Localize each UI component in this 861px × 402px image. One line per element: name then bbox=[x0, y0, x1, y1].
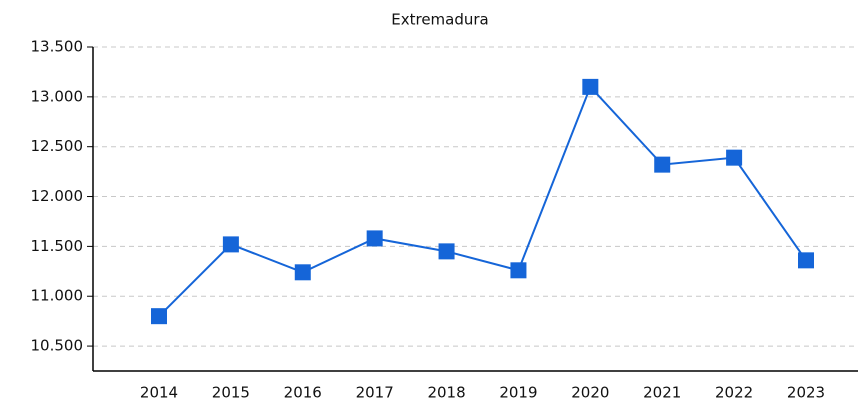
x-tick-label: 2015 bbox=[212, 384, 250, 402]
marker bbox=[726, 149, 743, 166]
x-tick-label: 2021 bbox=[643, 384, 681, 402]
marker bbox=[294, 264, 311, 281]
x-tick-label: 2023 bbox=[787, 384, 825, 402]
x-tick-label: 2016 bbox=[284, 384, 322, 402]
marker bbox=[366, 230, 383, 247]
line bbox=[158, 85, 807, 317]
x-tick-label: 2018 bbox=[427, 384, 465, 402]
marker bbox=[798, 252, 814, 269]
y-tick-label: 11.500 bbox=[31, 237, 84, 255]
x-tick-label: 2019 bbox=[499, 384, 537, 402]
marker bbox=[510, 262, 527, 279]
y-tick-label: 11.000 bbox=[31, 287, 84, 305]
marker bbox=[582, 78, 599, 95]
y-tick-label: 12.000 bbox=[31, 187, 84, 205]
x-tick-label: 2017 bbox=[356, 384, 394, 402]
marker bbox=[438, 243, 455, 260]
marker bbox=[654, 156, 671, 173]
marker bbox=[222, 236, 239, 253]
x-tick-label: 2020 bbox=[571, 384, 609, 402]
y-tick-label: 12.500 bbox=[31, 137, 84, 155]
y-tick-label: 10.500 bbox=[31, 337, 84, 355]
x-tick-label: 2014 bbox=[140, 384, 178, 402]
y-tick-label: 13.000 bbox=[31, 87, 84, 105]
x-tick-label: 2022 bbox=[715, 384, 753, 402]
chart-title: Extremadura bbox=[391, 11, 489, 29]
y-tick-label: 13.500 bbox=[31, 38, 84, 56]
marker bbox=[151, 308, 167, 325]
